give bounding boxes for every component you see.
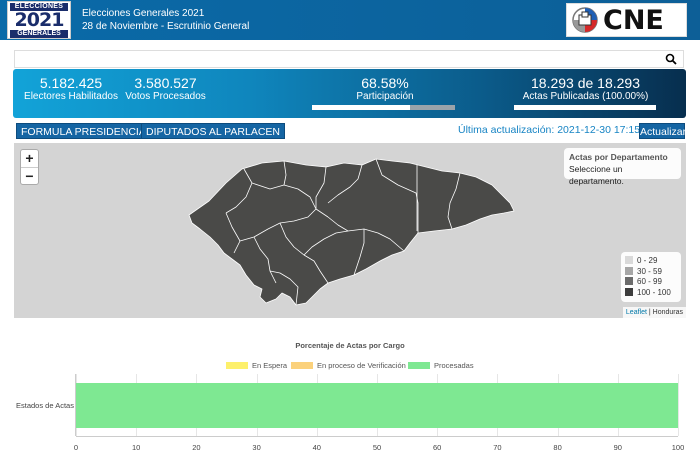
header-bar: ELECCIONES 2021 GENERALES Elecciones Gen… xyxy=(0,0,700,40)
participacion-value: 68.58% xyxy=(361,75,409,91)
chart-legend-item[interactable]: Procesadas xyxy=(408,361,474,370)
chart-y-axis xyxy=(75,374,76,436)
zoom-out-button[interactable]: − xyxy=(25,168,34,184)
chart-gridline xyxy=(678,374,679,436)
chart-legend-item[interactable]: En proceso de Verificación xyxy=(291,361,406,370)
legend-row: 0 - 29 xyxy=(625,256,677,267)
votos-label: Votos Procesados xyxy=(125,91,206,102)
attribution-text: | Honduras xyxy=(646,309,683,316)
zoom-separator xyxy=(21,167,38,168)
department-shapes[interactable] xyxy=(188,158,515,306)
honduras-map[interactable]: + − Actas por Departamento Seleccione un… xyxy=(14,143,686,318)
x-tick-label: 80 xyxy=(553,443,562,452)
logo-bottom-text: GENERALES xyxy=(10,30,68,38)
votos-value: 3.580.527 xyxy=(134,75,197,91)
cne-emblem-icon xyxy=(572,7,598,33)
participacion-progress xyxy=(312,105,455,110)
participacion-label: Participación xyxy=(356,91,414,102)
info-panel-title: Actas por Departamento xyxy=(569,152,668,162)
actas-value: 18.293 de 18.293 xyxy=(531,75,640,91)
legend-swatch xyxy=(291,362,313,369)
x-tick-label: 10 xyxy=(132,443,141,452)
honduras-departments-svg[interactable] xyxy=(14,143,686,318)
page-title: Elecciones Generales 2021 xyxy=(82,8,205,19)
legend-label: 0 - 29 xyxy=(637,256,658,265)
legend-swatch xyxy=(625,266,633,275)
legend-row: 100 - 100 xyxy=(625,287,677,299)
last-update-text: Última actualización: 2021-12-30 17:15:0… xyxy=(458,124,655,136)
electores-label: Electores Habilitados xyxy=(24,91,118,102)
info-panel: Actas por Departamento Seleccione un dep… xyxy=(564,148,681,186)
tab-formula-presidencial[interactable]: FORMULA PRESIDENCIAL xyxy=(16,123,157,139)
legend-label: En proceso de Verificación xyxy=(317,361,406,370)
map-attribution: Leaflet | Honduras xyxy=(622,307,686,318)
x-tick-label: 0 xyxy=(73,443,79,452)
x-tick-label: 90 xyxy=(613,443,622,452)
department-border[interactable] xyxy=(253,236,277,284)
search-icon[interactable] xyxy=(665,53,677,65)
department-border[interactable] xyxy=(283,160,287,186)
cne-logo: CNE xyxy=(566,3,687,37)
x-tick-label: 30 xyxy=(252,443,261,452)
logo-year-text: 2021 xyxy=(14,9,65,31)
x-tick-label: 100 xyxy=(671,443,685,452)
cne-brand-text: CNE xyxy=(603,5,664,36)
legend-row: 60 - 99 xyxy=(625,277,677,288)
map-legend: 0 - 29 30 - 59 60 - 99 100 - 100 xyxy=(621,252,681,302)
department-border[interactable] xyxy=(327,164,363,204)
x-tick-label: 70 xyxy=(493,443,502,452)
search-bar xyxy=(14,50,684,68)
page-subtitle: 28 de Noviembre - Escrutinio General xyxy=(82,21,250,32)
update-button[interactable]: Actualizar xyxy=(639,123,686,139)
legend-row: 30 - 59 xyxy=(625,266,677,278)
department-border[interactable] xyxy=(315,166,329,218)
elecciones-logo: ELECCIONES 2021 GENERALES xyxy=(7,1,71,39)
chart-category-label: Estados de Actas xyxy=(16,401,74,410)
actas-progress xyxy=(514,105,656,110)
legend-swatch xyxy=(226,362,248,369)
search-input[interactable] xyxy=(15,51,655,67)
department-border[interactable] xyxy=(225,168,253,214)
x-tick-label: 50 xyxy=(372,443,382,452)
legend-label: 60 - 99 xyxy=(637,277,662,286)
stat-actas: 18.293 de 18.293 Actas Publicadas (100.0… xyxy=(513,75,658,103)
chart-x-axis xyxy=(76,436,678,437)
legend-swatch xyxy=(408,362,430,369)
bar-procesadas[interactable] xyxy=(76,383,678,428)
legend-swatch xyxy=(625,287,633,296)
stat-electores: 5.182.425 Electores Habilitados xyxy=(21,75,121,103)
legend-label: En Espera xyxy=(252,361,288,370)
legend-swatch xyxy=(625,256,633,264)
department-border[interactable] xyxy=(447,172,461,230)
department-outline[interactable] xyxy=(188,158,515,306)
tab-diputados-parlacen[interactable]: DIPUTADOS AL PARLACEN xyxy=(141,123,286,139)
legend-label: Procesadas xyxy=(434,361,474,370)
actas-label: Actas Publicadas (100.00%) xyxy=(522,91,649,102)
info-panel-subtitle: Seleccione un departamento. xyxy=(569,164,624,186)
legend-label: 100 - 100 xyxy=(637,287,671,297)
participacion-progress-fill xyxy=(312,105,411,110)
stat-votos: 3.580.527 Votos Procesados xyxy=(123,75,208,103)
chart-legend-item[interactable]: En Espera xyxy=(226,361,287,370)
legend-label: 30 - 59 xyxy=(637,266,662,276)
legend-swatch xyxy=(625,277,633,285)
zoom-control: + − xyxy=(20,149,39,185)
actas-progress-fill xyxy=(514,105,656,110)
department-border[interactable] xyxy=(303,230,349,256)
x-tick-label: 60 xyxy=(433,443,442,452)
department-border[interactable] xyxy=(251,182,317,210)
x-tick-label: 20 xyxy=(192,443,201,452)
logo-top-text: ELECCIONES xyxy=(10,3,68,11)
chart-title: Porcentaje de Actas por Cargo xyxy=(295,341,405,350)
leaflet-link[interactable]: Leaflet xyxy=(625,309,647,316)
x-tick-label: 40 xyxy=(312,443,321,452)
department-border[interactable] xyxy=(375,158,419,233)
department-border[interactable] xyxy=(225,212,241,254)
stat-participacion: 68.58% Participación xyxy=(333,75,437,103)
electores-value: 5.182.425 xyxy=(39,75,103,91)
zoom-in-button[interactable]: + xyxy=(25,150,34,166)
department-border[interactable] xyxy=(353,229,365,276)
stats-bar: 5.182.425 Electores Habilitados 3.580.52… xyxy=(13,69,686,118)
department-border[interactable] xyxy=(269,270,299,306)
